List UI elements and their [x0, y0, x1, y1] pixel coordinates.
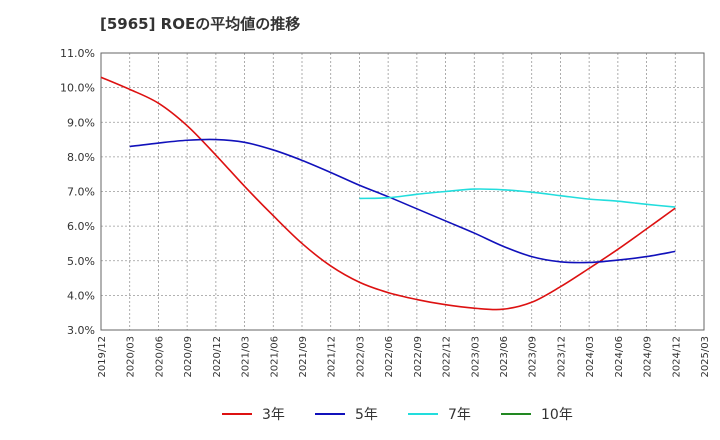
x-tick-label: 2024/09	[643, 336, 654, 378]
legend-label: 7年	[448, 407, 471, 423]
x-tick-label: 2024/06	[614, 336, 625, 378]
plot-border	[100, 52, 705, 331]
legend-label: 10年	[541, 407, 573, 423]
legend-label: 5年	[355, 407, 378, 423]
x-tick-label: 2023/03	[470, 336, 481, 378]
chart-title: [5965] ROEの平均値の推移	[100, 15, 301, 33]
x-tick-label: 2022/12	[442, 336, 453, 378]
x-tick-label: 2021/12	[327, 336, 338, 378]
series-line-7年	[359, 188, 676, 208]
y-tick-label: 7.0%	[67, 186, 95, 199]
x-tick-label: 2022/09	[413, 336, 424, 378]
x-tick-label: 2020/12	[212, 336, 223, 378]
series-line-3年	[100, 76, 676, 311]
x-tick-label: 2019/12	[97, 336, 108, 378]
x-tick-label: 2025/03	[700, 336, 711, 378]
legend-label: 3年	[262, 407, 285, 423]
x-tick-label: 2024/12	[671, 336, 682, 378]
y-tick-label: 4.0%	[67, 289, 95, 302]
x-tick-label: 2023/12	[556, 336, 567, 378]
y-tick-label: 11.0%	[60, 47, 95, 60]
x-tick-label: 2021/03	[241, 336, 252, 378]
x-tick-label: 2022/06	[384, 336, 395, 378]
y-tick-label: 8.0%	[67, 151, 95, 164]
y-tick-label: 5.0%	[67, 255, 95, 268]
x-tick-label: 2020/03	[126, 336, 137, 378]
x-tick-label: 2020/09	[183, 336, 194, 378]
x-tick-label: 2023/09	[528, 336, 539, 378]
y-tick-label: 3.0%	[67, 324, 95, 337]
y-tick-label: 6.0%	[67, 220, 95, 233]
legend: 3年 5年 7年 10年	[222, 407, 573, 423]
series-line-5年	[129, 138, 676, 264]
x-tick-label: 2022/03	[355, 336, 366, 378]
x-tick-label: 2024/03	[585, 336, 596, 378]
y-tick-label: 9.0%	[67, 116, 95, 129]
series-lines	[100, 76, 676, 311]
horizontal-grid	[101, 87, 704, 296]
x-tick-label: 2021/06	[269, 336, 280, 378]
y-tick-label: 10.0%	[60, 82, 95, 95]
x-tick-label: 2023/06	[499, 336, 510, 378]
x-tick-label: 2020/06	[154, 336, 165, 378]
x-tick-label: 2021/09	[298, 336, 309, 378]
y-axis-ticks: 3.0% 4.0% 5.0% 6.0% 7.0% 8.0% 9.0% 10.0% 11.0%	[60, 47, 95, 337]
x-axis-ticks: 2019/12 2020/03 2020/06 2020/09 2020/12 2021/…	[97, 336, 711, 378]
